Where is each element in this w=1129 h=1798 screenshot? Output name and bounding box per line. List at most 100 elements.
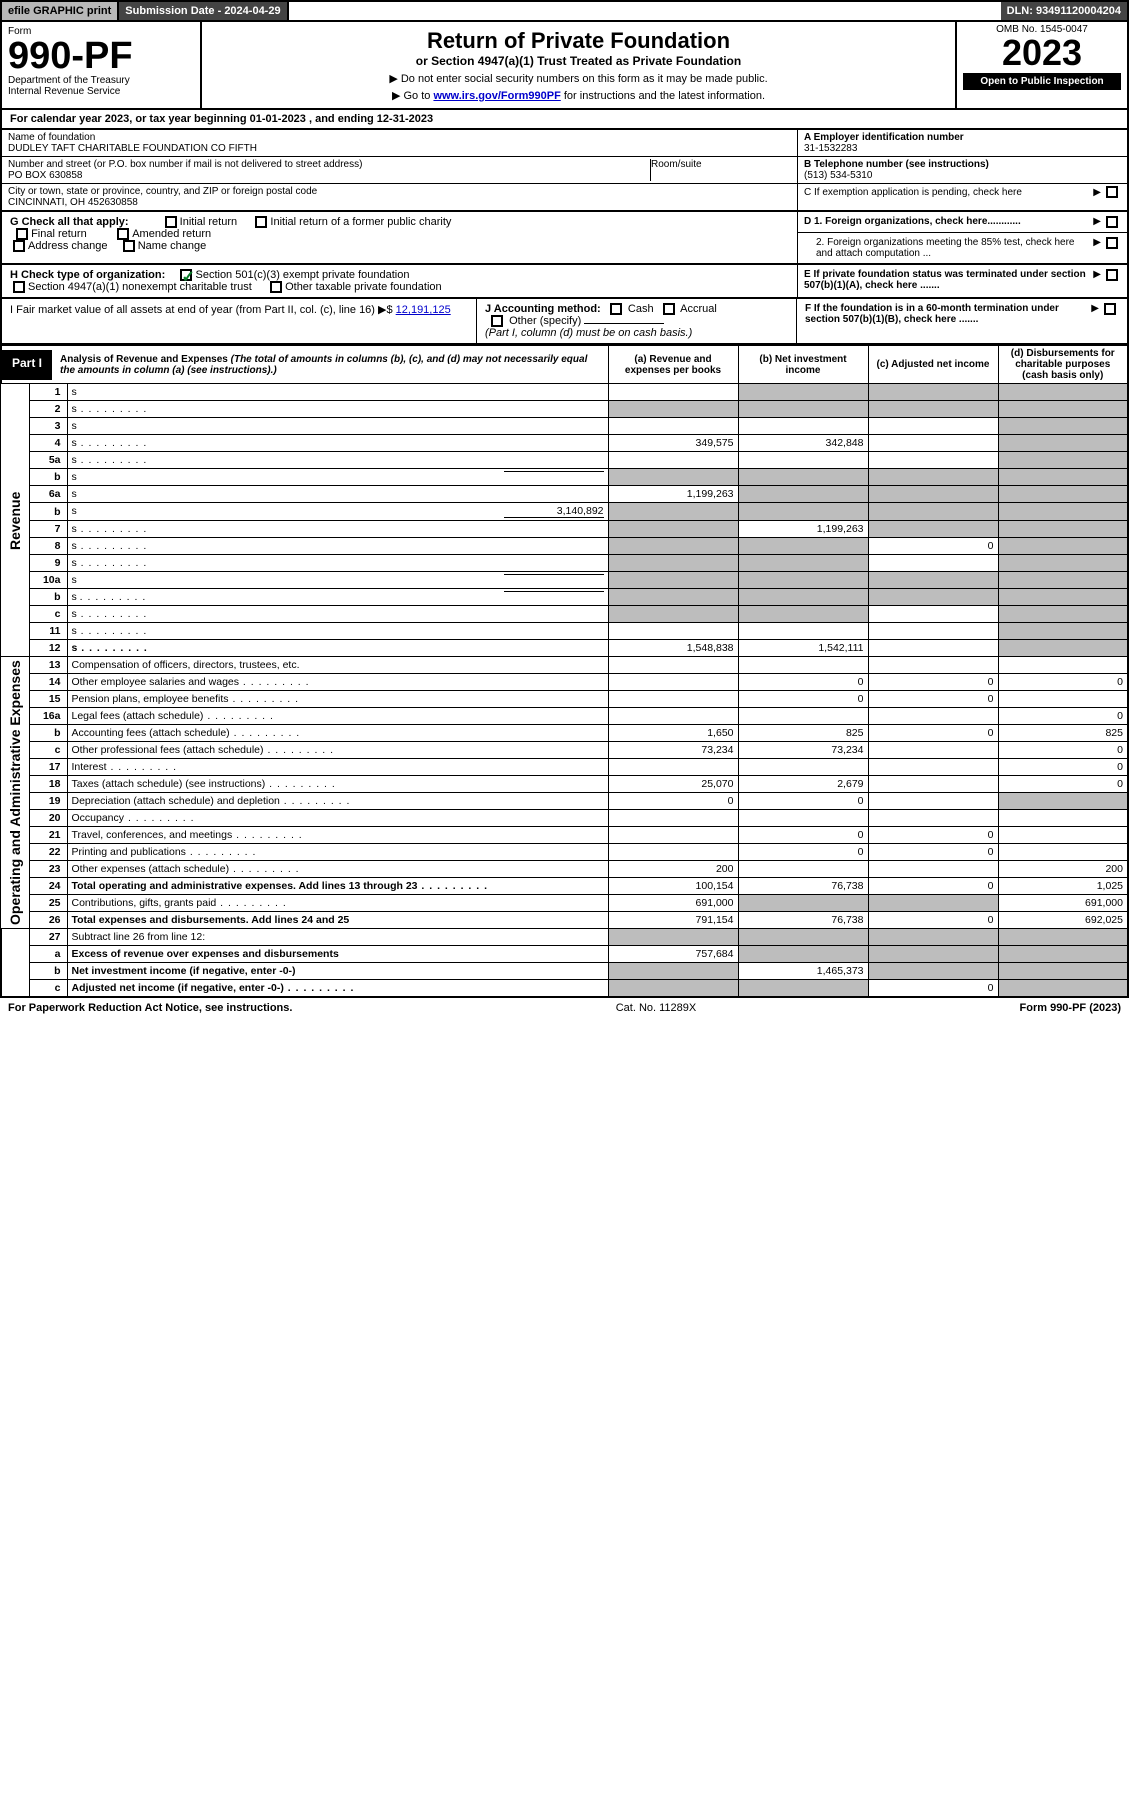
h-opt-2: Section 4947(a)(1) nonexempt charitable … bbox=[28, 281, 252, 293]
part1-header-row: Part I Analysis of Revenue and Expenses … bbox=[1, 346, 1128, 384]
table-cell bbox=[998, 538, 1128, 555]
j-other-line bbox=[584, 323, 664, 324]
line-number: 25 bbox=[29, 895, 67, 912]
table-cell bbox=[738, 469, 868, 486]
line-desc: Other professional fees (attach schedule… bbox=[67, 742, 608, 759]
g-name-checkbox[interactable] bbox=[123, 240, 135, 252]
table-cell bbox=[738, 895, 868, 912]
table-cell bbox=[998, 929, 1128, 946]
table-cell bbox=[868, 469, 998, 486]
table-cell: 0 bbox=[868, 691, 998, 708]
g-opt-2: Final return bbox=[31, 228, 87, 240]
table-cell: 0 bbox=[998, 708, 1128, 725]
j-accrual-checkbox[interactable] bbox=[663, 303, 675, 315]
line-desc: Occupancy bbox=[67, 810, 608, 827]
table-row: bs bbox=[1, 589, 1128, 606]
ein-val: 31-1532283 bbox=[804, 143, 857, 154]
addr-label: Number and street (or P.O. box number if… bbox=[8, 159, 650, 170]
line-number: 20 bbox=[29, 810, 67, 827]
table-cell bbox=[738, 572, 868, 589]
dept-label: Department of the Treasury bbox=[8, 75, 194, 86]
f-checkbox[interactable] bbox=[1104, 303, 1116, 315]
table-cell bbox=[998, 606, 1128, 623]
table-cell bbox=[738, 538, 868, 555]
line-desc: s bbox=[67, 555, 608, 572]
d2-checkbox[interactable] bbox=[1106, 237, 1118, 249]
table-cell bbox=[608, 589, 738, 606]
g-initial-checkbox[interactable] bbox=[165, 216, 177, 228]
table-cell bbox=[608, 469, 738, 486]
footer: For Paperwork Reduction Act Notice, see … bbox=[0, 998, 1129, 1018]
line-desc: s bbox=[67, 401, 608, 418]
c-checkbox[interactable] bbox=[1106, 186, 1118, 198]
j-cash-checkbox[interactable] bbox=[610, 303, 622, 315]
g-opt-1: Initial return of a former public charit… bbox=[270, 216, 451, 228]
e-label: E If private foundation status was termi… bbox=[804, 269, 1086, 291]
i-j-f-row: I Fair market value of all assets at end… bbox=[0, 299, 1129, 345]
d1-checkbox[interactable] bbox=[1106, 216, 1118, 228]
e-row: E If private foundation status was termi… bbox=[798, 265, 1127, 295]
line-number: 18 bbox=[29, 776, 67, 793]
hdr-right: OMB No. 1545-0047 2023 Open to Public In… bbox=[957, 22, 1127, 108]
h-501c3-checkbox[interactable] bbox=[180, 269, 192, 281]
g-amended-checkbox[interactable] bbox=[117, 228, 129, 240]
table-cell bbox=[868, 623, 998, 640]
line-number: b bbox=[29, 963, 67, 980]
table-row: 24Total operating and administrative exp… bbox=[1, 878, 1128, 895]
e-section: E If private foundation status was termi… bbox=[797, 265, 1127, 297]
table-cell bbox=[998, 555, 1128, 572]
table-cell bbox=[868, 776, 998, 793]
table-cell bbox=[998, 623, 1128, 640]
e-checkbox[interactable] bbox=[1106, 269, 1118, 281]
line-desc: Pension plans, employee benefits bbox=[67, 691, 608, 708]
line-desc: Adjusted net income (if negative, enter … bbox=[67, 980, 608, 998]
table-cell bbox=[608, 538, 738, 555]
h-opt-3: Other taxable private foundation bbox=[285, 281, 442, 293]
g-initial-former-checkbox[interactable] bbox=[255, 216, 267, 228]
table-cell bbox=[608, 810, 738, 827]
part1-desc: Analysis of Revenue and Expenses (The to… bbox=[52, 350, 607, 380]
table-cell: 0 bbox=[998, 674, 1128, 691]
c-cell: C If exemption application is pending, c… bbox=[798, 184, 1127, 200]
table-cell bbox=[868, 435, 998, 452]
table-cell bbox=[738, 452, 868, 469]
table-row: bNet investment income (if negative, ent… bbox=[1, 963, 1128, 980]
table-cell bbox=[998, 810, 1128, 827]
line-number: 17 bbox=[29, 759, 67, 776]
g-final-checkbox[interactable] bbox=[16, 228, 28, 240]
arrow-icon bbox=[1093, 237, 1103, 248]
table-row: bs 3,140,892 bbox=[1, 503, 1128, 521]
table-cell bbox=[868, 759, 998, 776]
j-other-checkbox[interactable] bbox=[491, 315, 503, 327]
table-cell: 1,199,263 bbox=[608, 486, 738, 503]
table-cell: 791,154 bbox=[608, 912, 738, 929]
part1-table: Part I Analysis of Revenue and Expenses … bbox=[0, 345, 1129, 998]
line-number: c bbox=[29, 606, 67, 623]
line-number: 22 bbox=[29, 844, 67, 861]
h-4947-checkbox[interactable] bbox=[13, 281, 25, 293]
table-cell bbox=[608, 606, 738, 623]
arrow-icon bbox=[1093, 187, 1103, 198]
table-cell bbox=[998, 640, 1128, 657]
table-cell: 757,684 bbox=[608, 946, 738, 963]
table-row: 22Printing and publications00 bbox=[1, 844, 1128, 861]
g-address-checkbox[interactable] bbox=[13, 240, 25, 252]
table-cell bbox=[868, 929, 998, 946]
line-desc: Other employee salaries and wages bbox=[67, 674, 608, 691]
side-label: Operating and Administrative Expenses bbox=[1, 657, 29, 929]
h-other-checkbox[interactable] bbox=[270, 281, 282, 293]
table-cell bbox=[868, 895, 998, 912]
irs-link[interactable]: www.irs.gov/Form990PF bbox=[433, 90, 560, 102]
table-row: 12s1,548,8381,542,111 bbox=[1, 640, 1128, 657]
f-section: F If the foundation is in a 60-month ter… bbox=[797, 299, 1127, 343]
g-opt-0: Initial return bbox=[180, 216, 237, 228]
table-cell bbox=[998, 521, 1128, 538]
line-number: 23 bbox=[29, 861, 67, 878]
table-cell bbox=[738, 555, 868, 572]
h-label: H Check type of organization: bbox=[10, 269, 165, 281]
table-row: Operating and Administrative Expenses13C… bbox=[1, 657, 1128, 674]
d1-row: D 1. Foreign organizations, check here..… bbox=[798, 212, 1127, 233]
goto-post: for instructions and the latest informat… bbox=[564, 90, 765, 102]
part1-title: Analysis of Revenue and Expenses bbox=[60, 354, 228, 365]
submission-date: Submission Date - 2024-04-29 bbox=[119, 2, 288, 20]
